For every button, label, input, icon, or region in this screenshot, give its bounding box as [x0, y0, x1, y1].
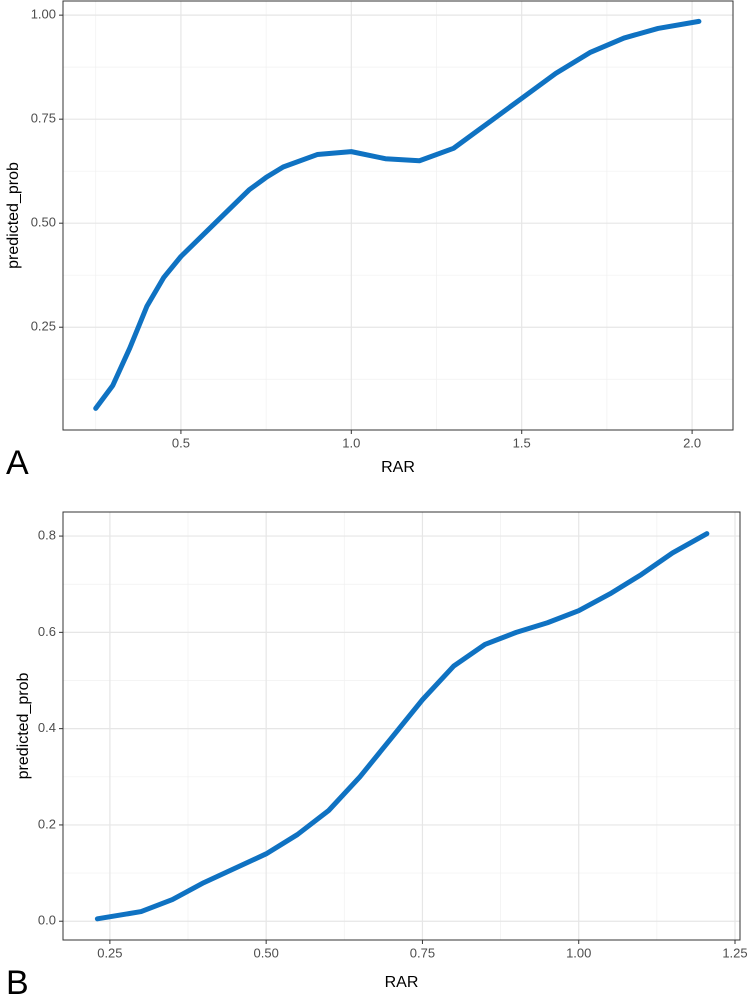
x-axis-title: RAR: [385, 974, 419, 991]
y-tick-label: 0.0: [38, 913, 56, 928]
panel-label: B: [6, 964, 29, 1002]
y-axis-title: predicted_prob: [15, 673, 32, 780]
x-tick-label: 0.50: [254, 945, 279, 960]
plot-background: [63, 1, 733, 430]
y-tick-label: 0.8: [38, 528, 56, 543]
y-tick-label: 0.6: [38, 624, 56, 639]
y-tick-label: 0.4: [38, 720, 56, 735]
panel-label: A: [6, 444, 29, 482]
x-tick-label: 2.0: [683, 435, 701, 450]
y-tick-label: 0.50: [31, 215, 56, 230]
y-tick-label: 0.75: [31, 111, 56, 126]
x-axis-title: RAR: [381, 459, 415, 476]
y-axis-title: predicted_prob: [5, 162, 22, 269]
x-tick-label: 1.0: [342, 435, 360, 450]
y-tick-label: 0.2: [38, 816, 56, 831]
plot-border: [62, 0, 734, 431]
x-tick-label: 1.5: [513, 435, 531, 450]
data-line: [93, 18, 702, 411]
plot-border: [62, 511, 741, 941]
y-tick-label: 0.25: [31, 319, 56, 334]
x-tick-label: 0.75: [410, 945, 435, 960]
x-tick-label: 0.5: [172, 435, 190, 450]
data-line: [94, 531, 710, 922]
x-tick-label: 1.25: [722, 945, 747, 960]
y-tick-label: 1.00: [31, 7, 56, 22]
x-tick-label: 1.00: [566, 945, 591, 960]
x-tick-label: 0.25: [97, 945, 122, 960]
